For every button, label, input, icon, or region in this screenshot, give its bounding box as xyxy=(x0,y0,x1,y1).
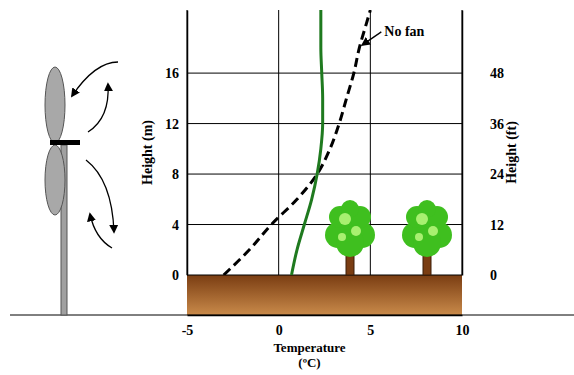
tick-label: 4 xyxy=(172,218,179,233)
fan xyxy=(45,62,118,315)
tick: 10 xyxy=(456,315,470,338)
tick: -5 xyxy=(182,315,194,338)
tick: 24 xyxy=(462,167,504,182)
tick: 36 xyxy=(462,117,504,132)
series-label: No fan xyxy=(384,24,424,39)
tick-label: -5 xyxy=(182,323,194,338)
tick: 12 xyxy=(462,218,504,233)
tick-label: 0 xyxy=(276,323,283,338)
tick: 12 xyxy=(165,117,187,132)
y2-axis: 0 12 24 36 48 xyxy=(462,11,504,283)
tree-highlight xyxy=(428,226,438,236)
plot-lines xyxy=(224,10,371,275)
axis-line xyxy=(187,11,189,276)
tick-label: 8 xyxy=(172,167,179,182)
tree-highlight xyxy=(415,233,423,241)
tree-highlight xyxy=(416,213,428,225)
x-axis-title-line: Temperature xyxy=(273,340,345,355)
y-axis: 0 4 8 12 16 xyxy=(165,11,188,283)
tick-label: 5 xyxy=(367,323,374,338)
airflow-arrow xyxy=(88,84,108,132)
tick-label: 24 xyxy=(490,167,504,182)
grid-line-x xyxy=(278,10,279,275)
tree-highlight xyxy=(338,233,346,241)
tick-label: 0 xyxy=(172,268,179,283)
grid-line-y xyxy=(187,174,462,175)
tick: 4 xyxy=(172,218,187,233)
x-axis: -5 0 5 10 xyxy=(182,315,470,338)
airflow-arrow xyxy=(90,214,112,248)
tree-highlight xyxy=(351,226,361,236)
fan-blade xyxy=(45,67,65,143)
fan-blade xyxy=(45,145,65,215)
ground-line xyxy=(10,315,574,316)
tick: 16 xyxy=(165,66,187,81)
tree-highlight xyxy=(339,213,351,225)
airflow-arrow xyxy=(72,62,118,96)
grid-line-y xyxy=(187,73,462,74)
tick: 0 xyxy=(172,268,187,283)
tick-label: 16 xyxy=(165,66,179,81)
axis-line xyxy=(462,11,464,276)
tick-label: 48 xyxy=(490,66,504,81)
fan-hub xyxy=(50,140,80,145)
tick-label: 12 xyxy=(165,117,179,132)
tick: 48 xyxy=(462,66,504,81)
x-axis-title: Temperature(ºC) xyxy=(273,340,345,370)
grid-line-x xyxy=(187,10,188,275)
tree xyxy=(402,200,452,275)
tick: 8 xyxy=(172,167,187,182)
x-axis-title-line: (ºC) xyxy=(298,355,320,370)
tick-label: 12 xyxy=(490,218,504,233)
ground xyxy=(187,275,462,315)
tick: 0 xyxy=(276,315,283,338)
tick-label: 36 xyxy=(490,117,504,132)
tree xyxy=(325,200,375,275)
series-line xyxy=(292,10,323,275)
grid xyxy=(187,10,462,275)
grid-line-y xyxy=(187,275,462,276)
y2-axis-title: Height (ft) xyxy=(504,121,520,184)
tick: 5 xyxy=(367,315,374,338)
airflow-arrow xyxy=(86,160,114,232)
y-axis-title: Height (m) xyxy=(140,120,156,185)
series-line xyxy=(224,10,371,275)
tick-label: 0 xyxy=(490,268,497,283)
grid-line-y xyxy=(187,123,462,124)
axis-line xyxy=(188,315,463,317)
chart: -505100481216012243648Height (m)Height (… xyxy=(0,0,574,375)
grid-line-x xyxy=(462,10,463,275)
tick: 0 xyxy=(462,268,497,283)
tick-label: 10 xyxy=(456,323,470,338)
annotation-arrow xyxy=(362,32,381,45)
